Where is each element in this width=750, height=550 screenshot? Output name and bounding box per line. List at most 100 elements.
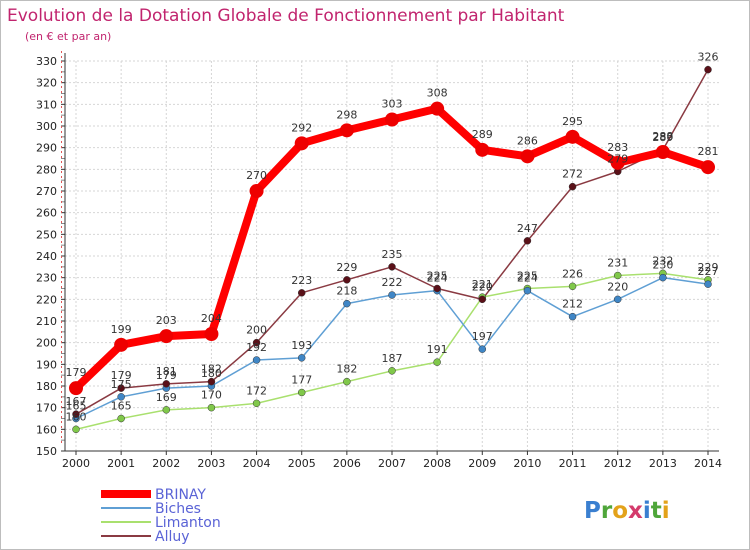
data-label-alluy: 229 [336, 261, 357, 274]
data-point-brinay [339, 123, 354, 138]
data-label-alluy: 235 [382, 248, 403, 261]
axes [61, 51, 719, 455]
y-tick-label: 240 [36, 250, 57, 263]
x-tick-label: 2012 [604, 457, 632, 470]
data-label-brinay: 204 [201, 312, 222, 325]
data-point-biches [523, 286, 532, 295]
data-point-biches [117, 393, 125, 401]
data-label-brinay: 288 [652, 130, 673, 143]
data-label-limanton: 187 [382, 352, 403, 365]
data-point-alluy [297, 289, 306, 297]
data-label-limanton: 182 [336, 363, 357, 376]
proxiti-logo: Proxiti [584, 498, 670, 524]
data-label-limanton: 221 [472, 278, 493, 291]
y-tick-label: 300 [36, 120, 57, 133]
data-label-biches: 218 [336, 285, 357, 298]
data-label-alluy: 220 [472, 280, 493, 293]
data-point-biches [343, 299, 351, 308]
data-point-brinay [701, 160, 715, 175]
x-tick-label: 2008 [423, 457, 451, 470]
data-label-limanton: 160 [66, 410, 87, 423]
data-label-limanton: 177 [291, 374, 312, 387]
y-tick-label: 260 [36, 207, 57, 220]
y-tick-label: 280 [36, 163, 57, 176]
series-markers [69, 65, 715, 434]
y-tick-label: 160 [36, 423, 57, 436]
data-label-alluy: 179 [111, 369, 132, 382]
data-point-brinay [565, 129, 580, 144]
data-label-brinay: 295 [562, 115, 583, 128]
y-tick-label: 320 [36, 77, 57, 90]
y-tick-label: 330 [36, 55, 57, 68]
data-label-limanton: 165 [111, 400, 132, 413]
data-label-brinay: 203 [156, 314, 177, 327]
data-label-brinay: 303 [382, 98, 403, 111]
data-label-alluy: 289 [652, 131, 673, 144]
data-point-limanton [207, 403, 216, 412]
data-point-alluy [117, 384, 125, 392]
data-label-alluy: 223 [291, 274, 312, 287]
data-point-alluy [523, 237, 532, 245]
y-tick-label: 200 [36, 337, 57, 350]
x-axis-ticks: 2000 2001 2002 2003 2004 2005 2006 2007 2008 2009… [62, 457, 722, 470]
data-label-limanton: 231 [607, 257, 628, 270]
data-label-alluy: 326 [698, 51, 719, 64]
x-tick-label: 2000 [62, 457, 90, 470]
data-label-biches: 179 [156, 369, 177, 382]
data-point-biches [704, 280, 712, 288]
data-label-biches: 165 [66, 400, 87, 413]
data-label-limanton: 170 [201, 389, 222, 402]
x-tick-label: 2014 [694, 457, 722, 470]
data-point-alluy [207, 377, 216, 386]
data-point-brinay [610, 155, 625, 170]
data-label-alluy: 182 [201, 363, 222, 376]
data-label-brinay: 286 [517, 134, 538, 147]
data-point-limanton [162, 406, 171, 414]
data-label-alluy: 225 [427, 270, 448, 283]
data-label-biches: 193 [291, 339, 312, 352]
x-tick-label: 2013 [649, 457, 677, 470]
data-point-alluy [388, 263, 396, 271]
data-label-brinay: 298 [336, 108, 357, 121]
y-tick-label: 290 [36, 142, 57, 155]
data-label-biches: 175 [111, 378, 132, 391]
data-label-alluy: 181 [156, 365, 177, 378]
data-point-limanton [297, 388, 306, 397]
data-point-brinay [520, 149, 535, 164]
data-point-biches [613, 295, 622, 304]
data-label-alluy: 200 [246, 324, 267, 337]
data-point-limanton [388, 367, 396, 375]
x-tick-label: 2011 [559, 457, 587, 470]
y-tick-label: 210 [36, 315, 57, 328]
x-tick-label: 2004 [243, 457, 271, 470]
y-tick-label: 150 [36, 445, 57, 458]
data-point-alluy [704, 65, 712, 74]
data-point-brinay [655, 145, 670, 159]
data-point-biches [568, 312, 577, 321]
data-point-brinay [475, 142, 490, 157]
data-point-brinay [114, 337, 129, 352]
data-point-brinay [249, 184, 264, 198]
data-point-limanton [72, 425, 80, 434]
data-point-biches [478, 345, 487, 353]
y-tick-label: 310 [36, 98, 57, 111]
legend-label-alluy: Alluy [155, 529, 190, 545]
x-tick-label: 2005 [288, 457, 316, 470]
data-point-alluy [343, 276, 351, 284]
data-label-brinay: 199 [111, 323, 132, 336]
x-tick-label: 2001 [107, 457, 135, 470]
data-point-biches [297, 354, 306, 362]
data-label-brinay: 179 [66, 366, 87, 379]
y-tick-label: 250 [36, 228, 57, 241]
chart-subtitle: (en € et par an) [25, 30, 111, 43]
data-point-brinay [430, 101, 445, 116]
data-label-alluy: 167 [66, 395, 87, 408]
y-axis-ticks: 150 160 170 180 190 200 210 220 230 240 250 260 270 2… [36, 55, 57, 458]
data-label-biches: 222 [382, 276, 403, 289]
data-point-alluy [252, 338, 261, 347]
x-tick-label: 2010 [513, 457, 541, 470]
data-label-limanton: 232 [652, 254, 673, 267]
